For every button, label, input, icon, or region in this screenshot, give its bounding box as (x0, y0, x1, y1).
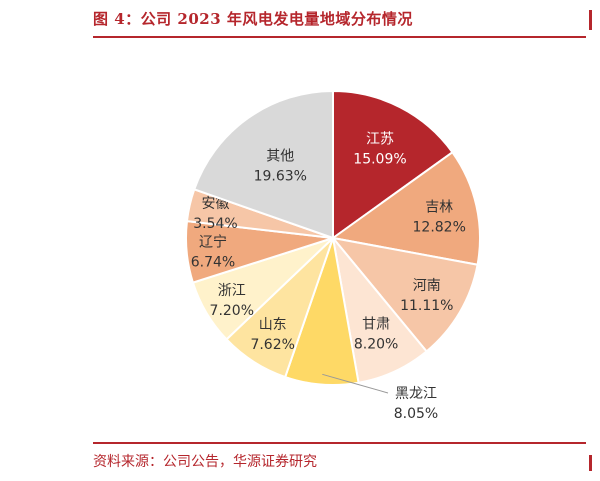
slice-label-value-5: 7.62% (250, 337, 294, 353)
slice-label-value-3: 8.20% (354, 336, 398, 352)
pie-slice-2 (330, 236, 479, 353)
chart-title: 图 4：公司 2023 年风电发电量地域分布情况 (93, 10, 413, 28)
slice-label-value-4: 8.05% (394, 406, 438, 422)
leader-line-4 (322, 373, 389, 394)
slice-label-name-6: 浙江 (218, 283, 246, 299)
slice-label-name-3: 甘肃 (362, 316, 390, 332)
slice-label-value-7: 6.74% (191, 255, 235, 271)
pie-slice-0 (332, 89, 454, 240)
slice-label-value-6: 7.20% (210, 303, 254, 319)
title-underline (93, 36, 586, 38)
source-note: 资料来源：公司公告，华源证券研究 (93, 454, 317, 470)
source-rule (93, 442, 586, 444)
slice-label-value-0: 15.09% (353, 151, 406, 167)
pie-slice-9 (193, 89, 334, 240)
slice-label-name-7: 辽宁 (199, 234, 227, 251)
slice-label-name-0: 江苏 (366, 131, 394, 147)
slice-label-value-8: 3.54% (193, 216, 237, 232)
slice-label-name-9: 其他 (266, 149, 294, 165)
pie-slice-1 (330, 150, 481, 266)
slice-label-name-4: 黑龙江 (395, 386, 437, 402)
slice-label-name-1: 吉林 (425, 199, 453, 215)
slice-label-value-1: 12.82% (413, 219, 466, 235)
slice-label-value-2: 11.11% (400, 298, 453, 314)
right-edge-marker-bottom (589, 455, 592, 471)
slice-label-name-5: 山东 (259, 317, 287, 333)
slice-label-name-2: 河南 (413, 278, 441, 294)
slice-label-value-9: 19.63% (254, 169, 307, 185)
right-edge-marker-top (589, 10, 592, 30)
